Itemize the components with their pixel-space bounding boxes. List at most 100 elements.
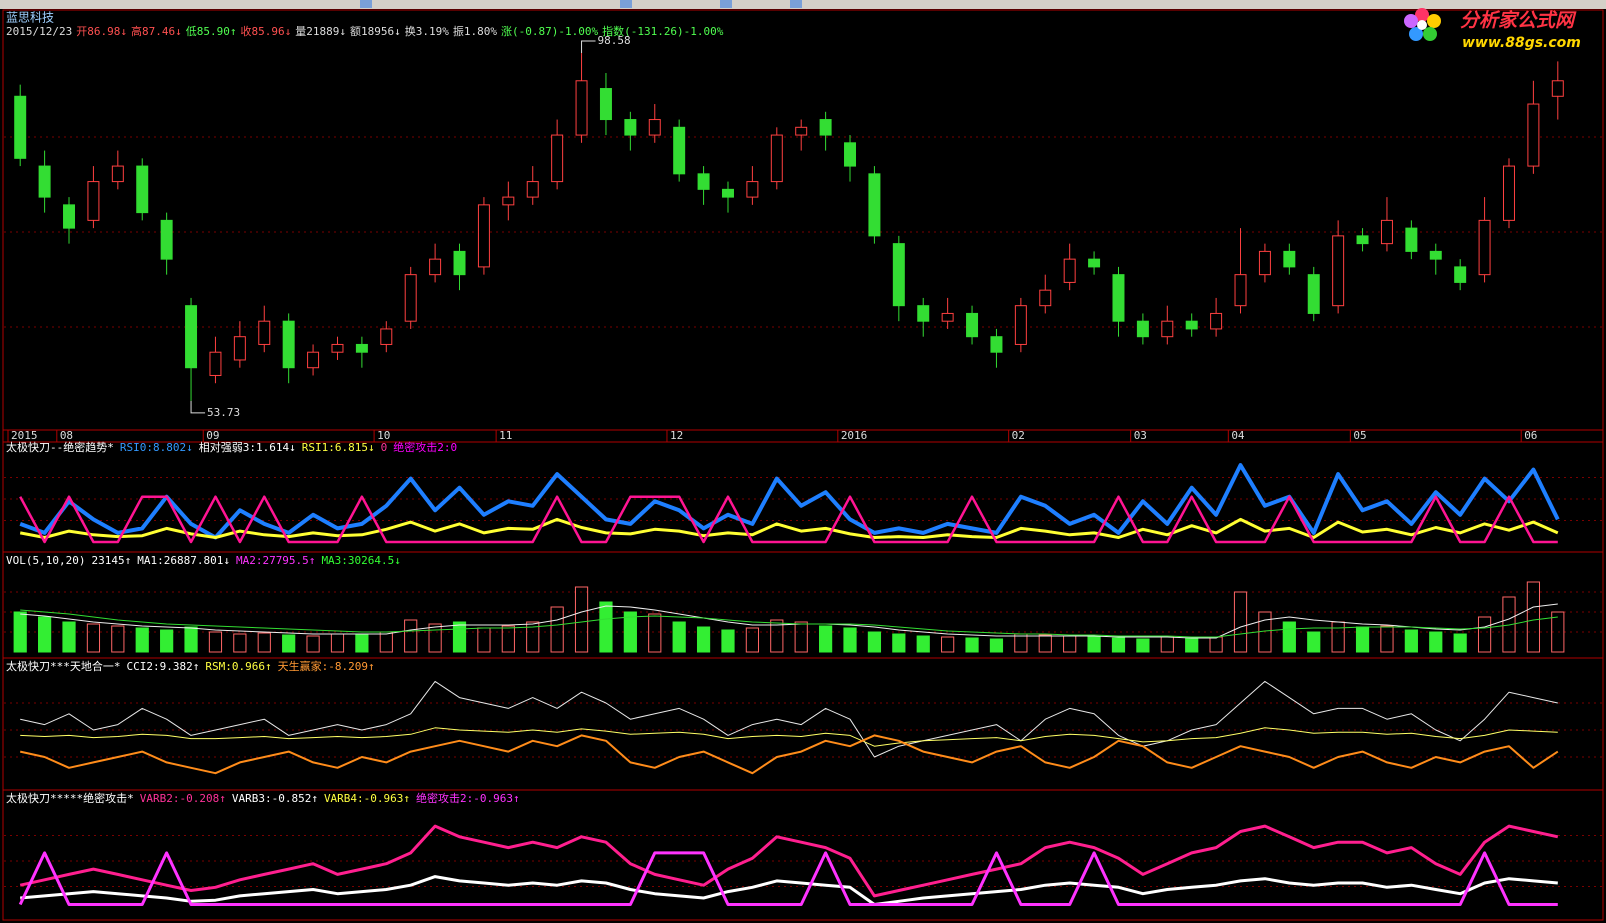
indicator-line xyxy=(20,680,1558,758)
legend-item: VARB4:-0.963↑ xyxy=(324,792,410,805)
volume-bar xyxy=(62,621,76,653)
candle-body xyxy=(258,320,271,345)
indicator-line xyxy=(19,495,1558,544)
candle-body xyxy=(1210,312,1223,330)
toolbar-icons xyxy=(360,0,802,8)
date-label: 09 xyxy=(206,429,219,442)
candle-body xyxy=(136,165,149,214)
volume-bar xyxy=(184,626,198,653)
volume-bar xyxy=(306,635,320,653)
candle-body xyxy=(1502,165,1515,221)
quote-field: 开86.98↓ xyxy=(76,25,127,38)
volume-bar xyxy=(672,621,686,653)
stock-name: 蓝思科技 xyxy=(6,11,54,25)
candle-body xyxy=(1551,80,1564,97)
candle-body xyxy=(526,181,539,198)
volume-bar xyxy=(1477,616,1492,653)
candle-body xyxy=(941,312,954,322)
volume-bar xyxy=(843,627,857,653)
volume-bar xyxy=(208,631,223,653)
legend-item: 绝密攻击2:0 xyxy=(393,440,457,454)
volume-bar xyxy=(1209,636,1223,653)
logo: 分析家公式网 www.88gs.com xyxy=(1404,8,1581,51)
volume-bar xyxy=(989,638,1004,653)
min-leader xyxy=(190,400,206,414)
volume-bar xyxy=(1380,625,1394,653)
volume-bar xyxy=(379,631,393,653)
indicator-line xyxy=(18,851,1558,906)
volume-bar xyxy=(745,627,759,653)
volume-bar xyxy=(1404,629,1418,653)
volume-bar xyxy=(696,626,711,653)
volume-bar xyxy=(1233,591,1248,653)
indicator-title: 太极快刀*****绝密攻击* xyxy=(6,791,134,805)
max-label: 98.58 xyxy=(598,34,631,47)
candle-body xyxy=(990,336,1003,353)
date-label: 03 xyxy=(1134,429,1147,442)
legend-item: 天生赢家:-8.209↑ xyxy=(278,659,375,673)
volume-bar xyxy=(1502,596,1516,653)
candle-body xyxy=(404,274,417,322)
candle-body xyxy=(331,343,344,353)
candle-body xyxy=(770,134,783,183)
candle-body xyxy=(673,126,686,175)
volume-bar xyxy=(1551,611,1565,653)
volume-bar xyxy=(1136,638,1150,653)
volume-bar xyxy=(501,625,515,653)
volume-bar xyxy=(1063,635,1077,653)
candle-body xyxy=(429,258,442,276)
logo-url: www.88gs.com xyxy=(1462,35,1581,51)
candle-body xyxy=(209,351,222,376)
volume-bar xyxy=(574,586,589,653)
candle-body xyxy=(1258,250,1271,276)
indicator-legend: 太极快刀*****绝密攻击* VARB2:-0.208↑ VARB3:-0.852↑… xyxy=(6,791,520,805)
legend-item: 绝密攻击2:-0.963↑ xyxy=(416,791,520,805)
candle-body xyxy=(575,80,588,136)
candle-body xyxy=(1283,250,1296,268)
candle-body xyxy=(844,142,857,167)
date-label: 10 xyxy=(377,429,390,442)
legend-item: 23145↑ xyxy=(91,554,131,567)
volume-bar xyxy=(941,636,955,653)
candle-body xyxy=(1039,289,1052,307)
candle-body xyxy=(453,250,466,276)
indicator-legend: 太极快刀***天地合一* CCI2:9.382↑ RSM:0.966↑ 天生赢家:-8… xyxy=(6,659,375,673)
candle-body xyxy=(307,351,320,369)
date-label: 12 xyxy=(670,429,683,442)
date-label: 05 xyxy=(1353,429,1366,442)
candle-body xyxy=(477,204,490,268)
volume-bar xyxy=(1526,581,1540,653)
max-leader xyxy=(581,40,596,54)
volume-bar xyxy=(355,634,369,653)
indicator-line xyxy=(19,463,1560,540)
indicator-line xyxy=(19,517,1559,539)
min-label: 53.73 xyxy=(207,406,240,419)
logo-name: 分析家公式网 xyxy=(1460,10,1577,32)
quote-field: 额18956↓ xyxy=(350,25,401,38)
volume-bar xyxy=(965,637,979,653)
volume-bar xyxy=(1453,633,1467,653)
candle-body xyxy=(1014,305,1027,345)
volume-bar xyxy=(892,633,906,653)
quote-field: 低85.90↑ xyxy=(186,25,237,38)
candle-body xyxy=(868,173,881,237)
quote-info: 2015/12/23 开86.98↓ 高87.46↓ 低85.90↑ 收85.96↓ 量2… xyxy=(6,24,724,38)
date-label: 11 xyxy=(499,429,512,442)
legend-item: CCI2:9.382↑ xyxy=(127,660,200,673)
candle-body xyxy=(1234,274,1247,307)
date-label: 02 xyxy=(1012,429,1025,442)
candle-body xyxy=(1136,320,1149,338)
candle-body xyxy=(1527,103,1540,167)
quote-field: 换3.19% xyxy=(405,24,449,38)
volume-bar xyxy=(599,601,613,653)
volume-bar xyxy=(916,635,930,653)
indicator-title: 太极快刀***天地合一* xyxy=(6,659,121,673)
candle-body xyxy=(1307,274,1320,314)
date-label: 06 xyxy=(1524,429,1537,442)
candle-body xyxy=(502,196,515,206)
legend-item: RSI0:8.802↓ xyxy=(120,441,193,454)
quote-field: 涨(-0.87)-1.00% xyxy=(501,25,598,38)
volume-bar xyxy=(38,616,52,653)
volume-bar xyxy=(1038,634,1052,653)
